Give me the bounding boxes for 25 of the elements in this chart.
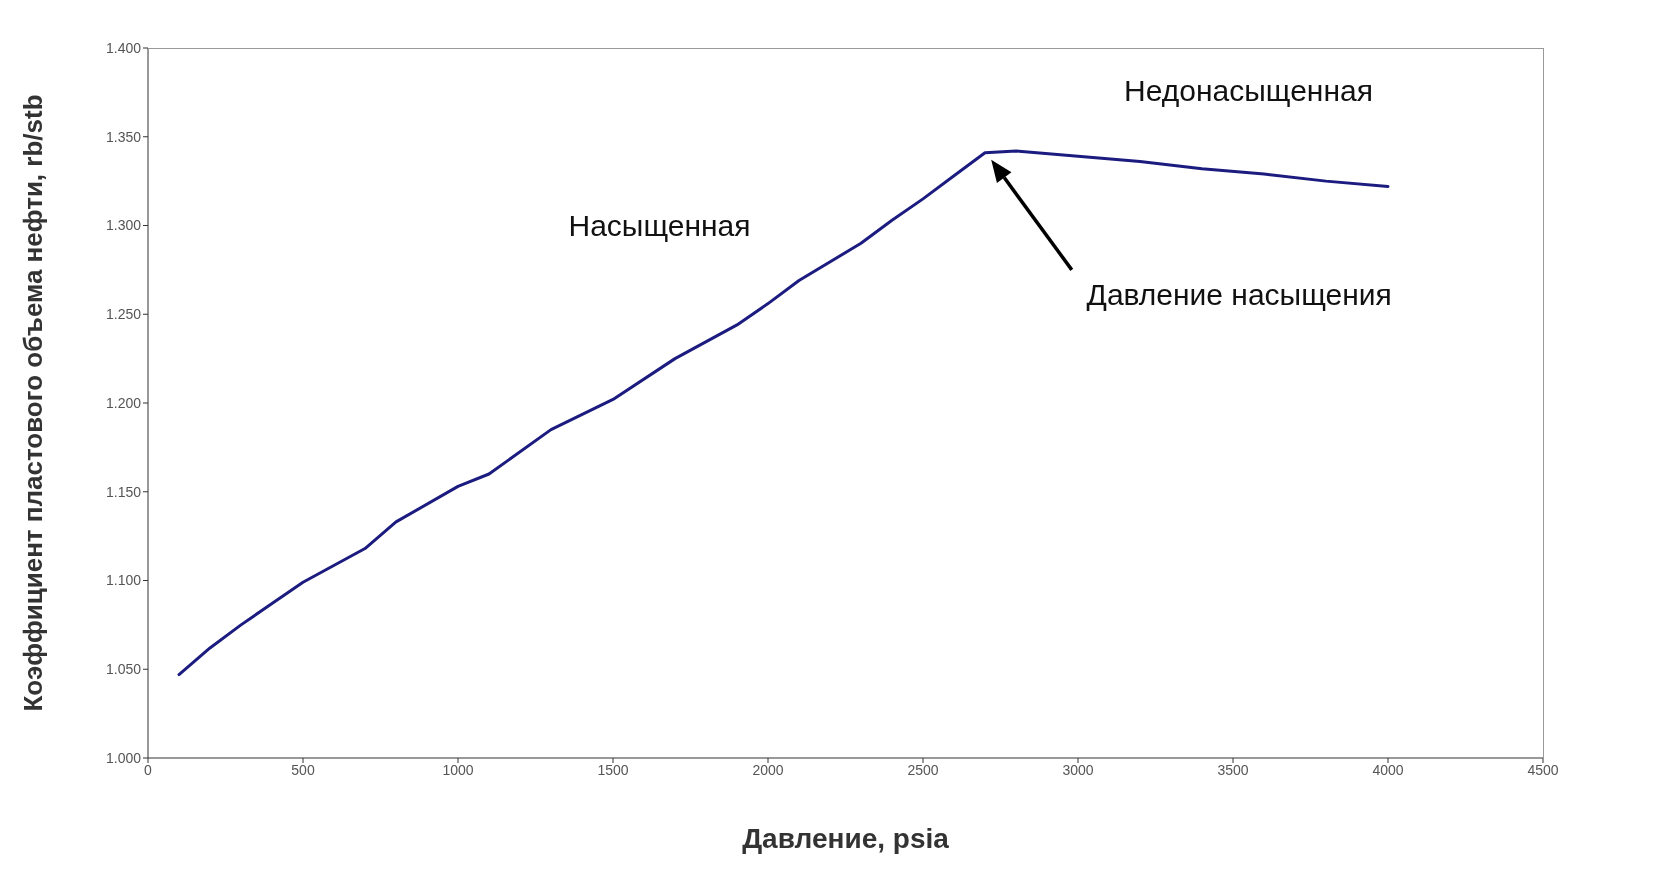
y-tick-label: 1.200 <box>105 394 142 411</box>
y-tick-label: 1.350 <box>105 128 142 145</box>
x-tick-label: 2500 <box>907 761 939 778</box>
x-tick-label: 4500 <box>1527 761 1559 778</box>
x-tick-label: 4000 <box>1372 761 1404 778</box>
y-axis-title: Коэффициент пластового объема нефти, rb/stb <box>18 94 49 712</box>
x-tick-label: 1000 <box>442 761 474 778</box>
y-tick-label: 1.150 <box>105 483 142 500</box>
y-tick-label: 1.050 <box>105 661 142 678</box>
x-tick-label: 3000 <box>1062 761 1094 778</box>
x-tick-label: 2000 <box>752 761 784 778</box>
annotation: Насыщенная <box>568 208 751 243</box>
x-axis-title: Давление, psia <box>742 823 950 854</box>
x-tick-label: 500 <box>291 761 315 778</box>
y-tick-label: 1.300 <box>105 217 142 234</box>
y-tick-label: 1.250 <box>105 306 142 323</box>
annotation: Недонасыщенная <box>1124 73 1373 108</box>
y-tick-label: 1.000 <box>105 749 142 766</box>
y-tick-label: 1.100 <box>105 572 142 589</box>
line-series <box>177 149 1390 677</box>
x-tick-label: 3500 <box>1217 761 1249 778</box>
annotation: Давление насыщения <box>1086 277 1392 312</box>
y-tick-label: 1.400 <box>105 39 142 56</box>
x-tick-label: 0 <box>144 761 153 778</box>
x-tick-label: 1500 <box>597 761 629 778</box>
